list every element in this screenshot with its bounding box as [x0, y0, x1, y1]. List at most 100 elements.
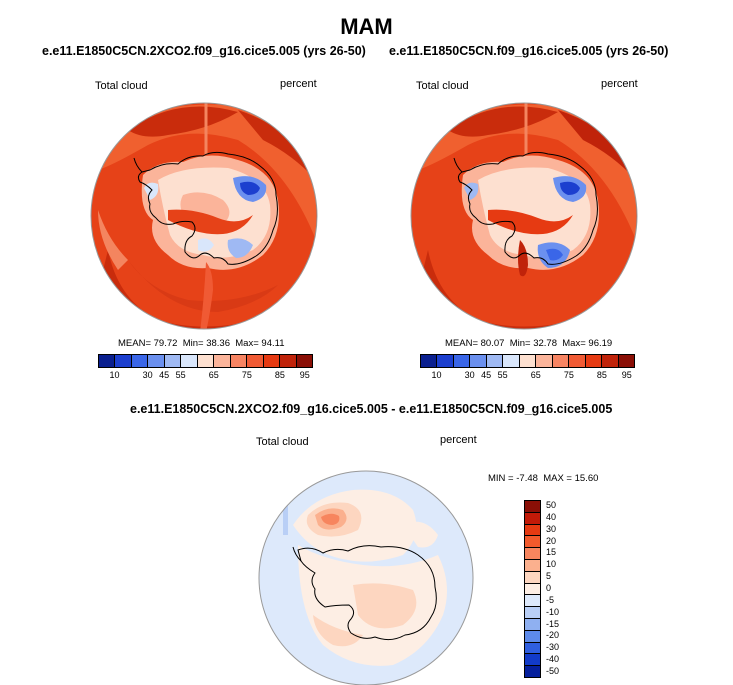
panel-1-colorbar-swatch — [131, 355, 149, 367]
panel-2-colorbar-swatch — [503, 355, 520, 367]
panel-1-case-title: e.e11.E1850C5CN.2XCO2.f09_g16.cice5.005 … — [42, 44, 366, 58]
panel-1-colorbar-tick-label: 95 — [299, 370, 310, 380]
panel-2-colorbar — [420, 354, 635, 368]
panel-1-colorbar-tick-label: 75 — [241, 370, 252, 380]
panel-1-max: 94.11 — [261, 338, 285, 349]
panel-2-colorbar-tick-label: 45 — [481, 370, 492, 380]
panel-2-colorbar-tick-label: 95 — [621, 370, 632, 380]
panel-1-colorbar-swatch — [247, 355, 264, 367]
diff-colorbar-swatch — [525, 548, 540, 560]
diff-colorbar-tick-label: -20 — [546, 630, 560, 641]
panel-2-colorbar-swatch — [602, 355, 619, 367]
diff-colorbar-tick-label: -5 — [546, 594, 555, 605]
panel-1-colorbar-ticks: 10 30 45 55 65 75 85 95 — [98, 370, 313, 382]
panel-2-colorbar-tick-label: 85 — [596, 370, 607, 380]
panel-2-max: 96.19 — [588, 338, 613, 349]
panel-1-colorbar-swatch — [197, 355, 215, 367]
panel-2-colorbar-tick-label: 65 — [530, 370, 541, 380]
panel-1-mean: 79.72 — [153, 338, 178, 349]
diff-colorbar-tick-label: 10 — [546, 559, 557, 570]
panel-2-colorbar-swatch — [437, 355, 454, 367]
diff-colorbar-swatch — [525, 630, 540, 643]
panel-2-colorbar-tick-label: 75 — [563, 370, 574, 380]
panel-1-colorbar-swatch — [214, 355, 231, 367]
diff-colorbar — [524, 500, 541, 678]
diff-colorbar-swatch — [525, 512, 540, 525]
panel-2-colorbar-swatch — [470, 355, 487, 367]
diff-colorbar-swatch — [525, 583, 540, 596]
panel-2-colorbar-tick-label: 30 — [464, 370, 475, 380]
panel-2-colorbar-swatch — [536, 355, 553, 367]
panel-1-min: 38.36 — [206, 338, 230, 349]
panel-1-colorbar-swatch — [164, 355, 182, 367]
panel-1-colorbar-tick-label: 10 — [109, 370, 120, 380]
panel-1-variable-label: Total cloud — [95, 80, 148, 92]
diff-colorbar-ticks: 50 40 30 20 15 10 5 0 -5 -10 -15 -20 -30 -40 -50 — [546, 500, 576, 678]
panel-2-polar-map — [410, 102, 638, 330]
diff-colorbar-swatch — [525, 571, 540, 584]
panel-2-mean: 80.07 — [480, 338, 505, 349]
diff-colorbar-swatch — [525, 536, 540, 549]
diff-colorbar-tick-label: 15 — [546, 547, 557, 558]
panel-2-colorbar-swatch — [486, 355, 504, 367]
diff-colorbar-tick-label: -40 — [546, 654, 560, 665]
diff-panel-polar-map — [258, 470, 474, 685]
panel-1-colorbar-swatch — [263, 355, 281, 367]
panel-2-case-title: e.e11.E1850C5CN.f09_g16.cice5.005 (yrs 2… — [389, 44, 669, 58]
diff-colorbar-tick-label: -50 — [546, 666, 560, 677]
diff-panel-min: -7.48 — [516, 473, 538, 484]
diff-colorbar-tick-label: 20 — [546, 535, 557, 546]
panel-1-colorbar-tick-label: 65 — [208, 370, 219, 380]
diff-colorbar-swatch — [525, 559, 540, 572]
diff-colorbar-swatch — [525, 524, 540, 537]
panel-1-colorbar-tick-label: 55 — [175, 370, 186, 380]
diff-colorbar-swatch — [525, 595, 540, 608]
panel-1-colorbar-tick-label: 30 — [142, 370, 153, 380]
panel-2-colorbar-swatch — [421, 355, 438, 367]
panel-1-colorbar-swatch — [296, 355, 313, 367]
diff-colorbar-swatch — [525, 607, 540, 619]
panel-2-colorbar-ticks: 10 30 45 55 65 75 85 95 — [420, 370, 635, 382]
diff-panel-variable-label: Total cloud — [256, 436, 309, 448]
panel-2-colorbar-swatch — [552, 355, 570, 367]
panel-2-colorbar-swatch — [585, 355, 603, 367]
diff-colorbar-swatch — [525, 654, 540, 667]
diff-colorbar-swatch — [525, 666, 540, 677]
diff-panel-case-title: e.e11.E1850C5CN.2XCO2.f09_g16.cice5.005 … — [130, 402, 613, 416]
panel-1-colorbar-swatch — [99, 355, 116, 367]
panel-2-colorbar-swatch — [453, 355, 471, 367]
panel-2-colorbar-swatch — [618, 355, 635, 367]
panel-1-polar-map — [90, 102, 318, 330]
panel-1-colorbar-swatch — [280, 355, 297, 367]
diff-colorbar-tick-label: -15 — [546, 618, 560, 629]
panel-2-colorbar-swatch — [519, 355, 537, 367]
panel-2-colorbar-swatch — [569, 355, 586, 367]
diff-colorbar-swatch — [525, 642, 540, 655]
diff-colorbar-tick-label: 30 — [546, 523, 557, 534]
panel-2-stats: MEAN= 80.07 Min= 32.78 Max= 96.19 — [445, 338, 613, 349]
panel-1-stats: MEAN= 79.72 Min= 38.36 Max= 94.11 — [118, 338, 285, 349]
panel-1-colorbar-swatch — [181, 355, 198, 367]
panel-1-units-label: percent — [280, 78, 317, 90]
diff-panel-stats: MIN = -7.48 MAX = 15.60 — [488, 473, 599, 484]
diff-colorbar-tick-label: 0 — [546, 583, 552, 593]
panel-2-variable-label: Total cloud — [416, 80, 469, 92]
panel-2-min: 32.78 — [533, 338, 557, 349]
panel-1-colorbar-swatch — [148, 355, 165, 367]
diff-colorbar-tick-label: 40 — [546, 511, 557, 522]
panel-1-colorbar-tick-label: 45 — [159, 370, 170, 380]
panel-2-colorbar-tick-label: 10 — [431, 370, 442, 380]
diff-colorbar-tick-label: -30 — [546, 642, 560, 653]
panel-1-colorbar-swatch — [115, 355, 132, 367]
panel-1-colorbar-tick-label: 85 — [274, 370, 285, 380]
panel-1-colorbar-swatch — [230, 355, 248, 367]
diff-colorbar-tick-label: 50 — [546, 499, 557, 510]
diff-panel-max: 15.60 — [574, 473, 599, 484]
diff-colorbar-swatch — [525, 618, 540, 631]
panel-2-units-label: percent — [601, 78, 638, 90]
diff-panel-units-label: percent — [440, 434, 477, 446]
diff-colorbar-swatch — [525, 501, 540, 513]
diff-colorbar-tick-label: -10 — [546, 606, 560, 617]
panel-2-colorbar-tick-label: 55 — [497, 370, 508, 380]
